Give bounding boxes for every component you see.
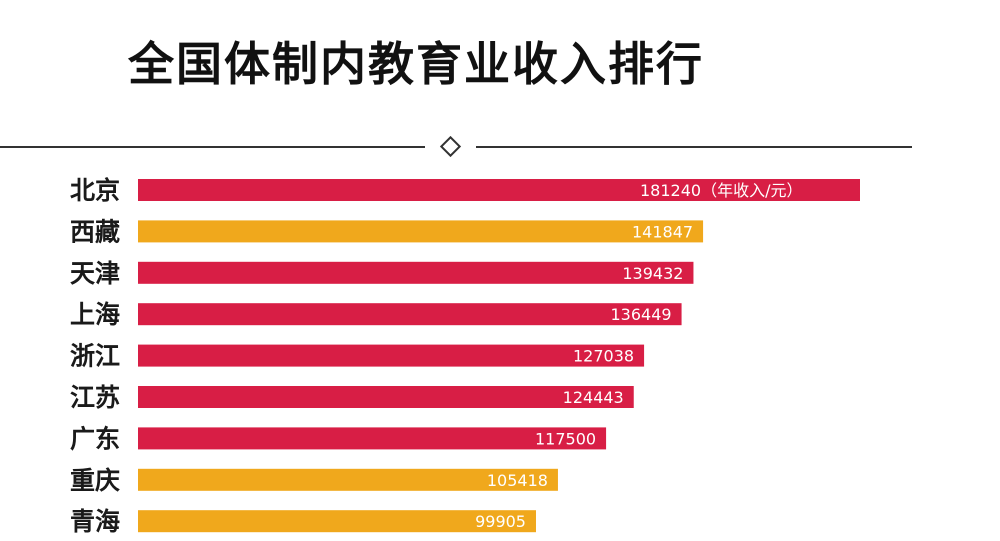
bar-value-label: 141847 [632, 222, 693, 241]
category-label: 上海 [70, 300, 120, 329]
bar [138, 179, 860, 201]
bar [138, 344, 645, 367]
bar [138, 386, 634, 408]
chart-title: 全国体制内教育业收入排行 [128, 37, 704, 91]
bar-value-label: 136449 [610, 305, 671, 324]
category-label: 浙江 [70, 342, 120, 371]
bar [138, 261, 694, 284]
bar-value-label: 139432 [622, 264, 683, 283]
bar-value-label: 105418 [487, 471, 548, 490]
bar-value-label: 127038 [573, 347, 634, 366]
category-label: 重庆 [70, 466, 120, 495]
bar-value-label: 181240（年收入/元） [640, 181, 802, 200]
divider-left [0, 146, 425, 148]
bar-value-label: 124443 [563, 388, 624, 407]
category-label: 北京 [70, 176, 120, 205]
category-label: 天津 [70, 259, 120, 288]
bar [138, 468, 558, 491]
category-label: 青海 [70, 507, 120, 536]
bar [138, 427, 607, 450]
bar [138, 220, 704, 243]
category-label: 广东 [70, 424, 120, 453]
category-label: 江苏 [70, 383, 120, 412]
divider-right [476, 146, 912, 148]
category-label: 西藏 [70, 217, 120, 246]
bar [138, 303, 682, 326]
bar [138, 510, 536, 533]
bar-value-label: 117500 [535, 429, 596, 448]
bar-value-label: 99905 [475, 512, 526, 531]
